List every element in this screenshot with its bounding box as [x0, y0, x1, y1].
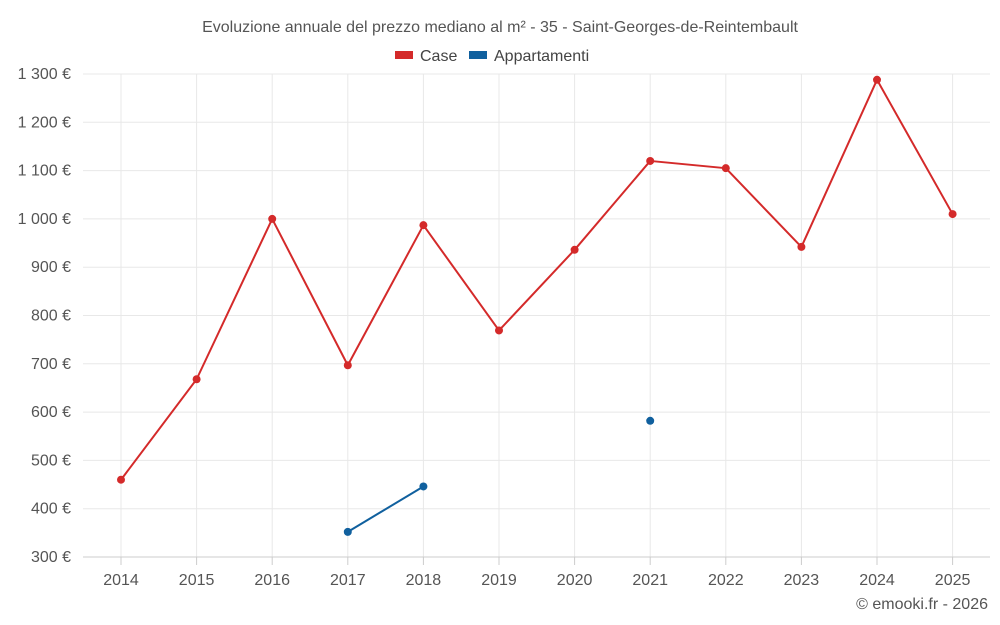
- y-tick-label: 300 €: [31, 549, 71, 566]
- x-tick-label: 2023: [784, 572, 820, 589]
- x-tick-label: 2020: [557, 572, 593, 589]
- data-point-case[interactable]: [873, 75, 881, 84]
- y-tick-label: 700 €: [31, 356, 71, 373]
- y-tick-label: 1 100 €: [18, 163, 71, 180]
- x-tick-label: 2014: [103, 572, 139, 589]
- legend: Case Appartamenti: [395, 48, 589, 65]
- y-tick-label: 1 000 €: [18, 211, 71, 228]
- data-point-appartamenti[interactable]: [343, 527, 352, 536]
- legend-label: Case: [420, 48, 457, 65]
- credit-text: © emooki.fr - 2026: [856, 596, 988, 613]
- data-point-case[interactable]: [495, 326, 503, 335]
- x-tick-label: 2025: [935, 572, 971, 589]
- legend-label: Appartamenti: [494, 48, 589, 65]
- legend-item-appartamenti[interactable]: Appartamenti: [469, 48, 589, 65]
- data-point-appartamenti[interactable]: [419, 482, 428, 491]
- y-tick-label: 1 200 €: [18, 114, 71, 131]
- y-tick-label: 900 €: [31, 259, 71, 276]
- data-point-case[interactable]: [343, 361, 352, 370]
- x-tick-label: 2022: [708, 572, 744, 589]
- x-tick-label: 2016: [254, 572, 290, 589]
- plot-area: [117, 75, 957, 536]
- y-tick-label: 500 €: [31, 452, 71, 469]
- x-tick-label: 2019: [481, 572, 517, 589]
- chart-title: Evoluzione annuale del prezzo mediano al…: [202, 19, 798, 36]
- data-point-appartamenti[interactable]: [646, 416, 655, 425]
- data-point-case[interactable]: [948, 210, 957, 219]
- data-point-case[interactable]: [268, 214, 277, 223]
- grid: [83, 73, 990, 557]
- y-tick-label: 800 €: [31, 308, 71, 325]
- x-tick-label: 2018: [406, 572, 442, 589]
- y-tick-label: 1 300 €: [18, 66, 71, 83]
- x-tick-label: 2024: [859, 572, 895, 589]
- data-point-case[interactable]: [797, 242, 806, 251]
- x-axis: 2014 2015 2016 2017 2018 2019 2020 2021 2022 2023…: [83, 556, 990, 589]
- data-point-case[interactable]: [646, 156, 655, 165]
- data-point-case[interactable]: [721, 164, 730, 173]
- y-axis: 300 € 400 € 500 € 600 € 700 € 800 € 900 € 1 000…: [18, 66, 71, 566]
- y-tick-label: 600 €: [31, 404, 71, 421]
- legend-item-case[interactable]: Case: [395, 48, 457, 65]
- data-point-case[interactable]: [192, 375, 201, 384]
- x-tick-label: 2017: [330, 572, 366, 589]
- data-point-case[interactable]: [570, 245, 579, 254]
- series-line-case: [120, 78, 954, 481]
- x-tick-label: 2021: [632, 572, 668, 589]
- data-point-case[interactable]: [419, 221, 428, 230]
- series-line-appartamenti: [347, 485, 424, 533]
- y-tick-label: 400 €: [31, 501, 71, 518]
- data-point-case[interactable]: [117, 475, 125, 484]
- legend-swatch: [395, 51, 413, 59]
- x-tick-label: 2015: [179, 572, 215, 589]
- legend-swatch: [469, 51, 487, 59]
